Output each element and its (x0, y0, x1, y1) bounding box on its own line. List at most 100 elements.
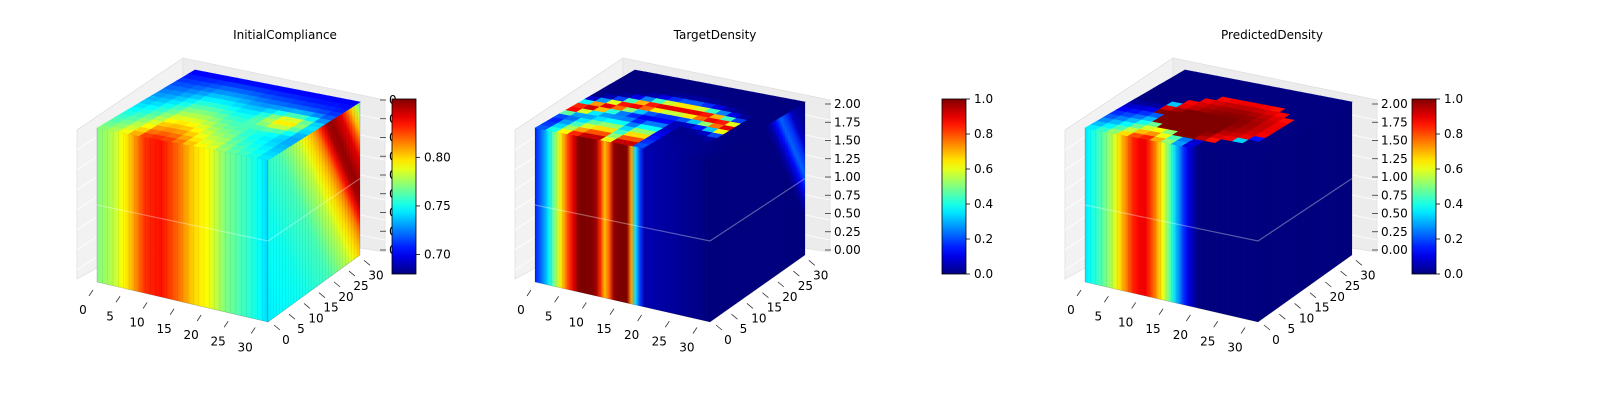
x-tick-label: 25 (652, 334, 667, 348)
colorbar-tick-label: 0.2 (1444, 232, 1463, 246)
y-tick-label: 20 (782, 290, 797, 304)
x-tick (581, 302, 587, 309)
y-tick (333, 281, 341, 288)
top-cell (343, 99, 361, 106)
y-tick-label: 5 (297, 322, 305, 336)
x-tick-label: 15 (596, 322, 611, 336)
colorbar-tick-label: 0.80 (424, 150, 451, 164)
y-tick (1279, 313, 1286, 320)
z-tick-label: 1.50 (834, 134, 861, 148)
colorbar-tick-label: 0.8 (1444, 127, 1463, 141)
x-tick-label: 30 (238, 341, 253, 355)
y-tick (777, 281, 785, 288)
x-tick-label: 20 (183, 328, 198, 342)
y-tick (1340, 270, 1347, 277)
z-tick-label: 0.00 (834, 243, 861, 257)
y-tick (1309, 292, 1317, 298)
y-tick (715, 324, 723, 331)
colorbar-tick-label: 0.0 (1444, 267, 1463, 281)
colorbar (1411, 98, 1437, 275)
x-tick (1213, 321, 1219, 328)
y-tick (1294, 303, 1301, 309)
x-tick (1076, 289, 1082, 297)
y-tick-label: 5 (740, 322, 748, 336)
y-tick-label: 25 (798, 279, 813, 293)
x-tick-label: 10 (129, 316, 144, 330)
y-tick-label: 15 (1314, 301, 1329, 315)
layer-seam (96, 178, 361, 242)
y-tick (1263, 324, 1271, 331)
x-tick-label: 15 (156, 322, 171, 336)
layer-seam (534, 177, 806, 242)
y-tick-label: 20 (1330, 290, 1345, 304)
x-tick (88, 289, 94, 297)
z-tick-label: 0.00 (1381, 243, 1408, 257)
cube-top-face (534, 69, 806, 161)
y-tick (348, 270, 356, 277)
plot-title: TargetDensity (673, 28, 757, 42)
x-tick (609, 308, 615, 315)
x-tick (1240, 327, 1246, 334)
x-tick (223, 321, 229, 328)
y-tick (1324, 281, 1332, 288)
plot-title: PredictedDensity (1221, 28, 1323, 42)
y-tick-label: 0 (1272, 333, 1280, 347)
x-tick-label: 0 (1067, 303, 1075, 317)
x-tick-label: 20 (624, 328, 639, 342)
cube-top-face (96, 69, 361, 161)
colorbar-tick-label: 0.4 (974, 197, 993, 211)
layer-seam (1084, 178, 1353, 242)
y-tick-label: 25 (353, 279, 368, 293)
z-tick-label: 2.00 (1381, 97, 1408, 111)
colorbar-tick-label: 0.2 (974, 232, 993, 246)
cube-top-face (1084, 69, 1353, 161)
x-tick-label: 0 (517, 303, 525, 317)
colorbar-tick-label: 0.4 (1444, 197, 1463, 211)
colorbar (391, 98, 417, 275)
y-tick (303, 303, 311, 309)
colorbar-tick-label: 0.6 (974, 162, 993, 176)
y-tick-label: 5 (1287, 322, 1295, 336)
y-tick-label: 15 (323, 301, 338, 315)
x-tick-label: 25 (1200, 334, 1215, 348)
x-tick (142, 302, 148, 309)
x-tick-label: 5 (545, 309, 553, 323)
y-tick (793, 270, 800, 277)
z-tick-label: 1.75 (1381, 115, 1408, 129)
y-tick-label: 0 (724, 333, 732, 347)
x-tick-label: 5 (106, 309, 114, 323)
z-tick-label: 1.00 (834, 170, 861, 184)
colorbar-tick-label: 0.0 (974, 267, 993, 281)
y-tick (746, 303, 754, 309)
x-tick (169, 308, 175, 315)
x-tick (1104, 296, 1109, 303)
y-tick-label: 25 (1345, 279, 1360, 293)
y-tick-label: 0 (282, 333, 290, 347)
x-tick-label: 10 (569, 316, 584, 330)
x-tick-label: 10 (1118, 316, 1133, 330)
x-tick (554, 296, 559, 303)
z-tick-label: 0.75 (1381, 188, 1408, 202)
z-tick-label: 0.25 (1381, 225, 1408, 239)
z-tick-label: 0.75 (834, 188, 861, 202)
x-tick (115, 296, 121, 303)
z-tick-label: 1.75 (834, 115, 861, 129)
y-tick-label: 20 (338, 290, 353, 304)
y-tick (288, 313, 296, 320)
colorbar-tick-label: 0.8 (974, 127, 993, 141)
x-tick-label: 0 (79, 303, 87, 317)
colorbar-tick-label: 0.70 (424, 248, 451, 262)
y-tick-label: 10 (308, 311, 323, 325)
y-tick (318, 292, 326, 298)
z-tick-label: 2.00 (834, 97, 861, 111)
plot-title: InitialCompliance (233, 28, 337, 42)
colorbar-tick-label: 1.0 (974, 92, 993, 106)
top-cell (787, 99, 806, 106)
x-tick (1158, 308, 1164, 315)
y-tick-label: 30 (368, 268, 383, 282)
x-tick-label: 30 (1227, 341, 1242, 355)
colorbar (941, 98, 967, 275)
